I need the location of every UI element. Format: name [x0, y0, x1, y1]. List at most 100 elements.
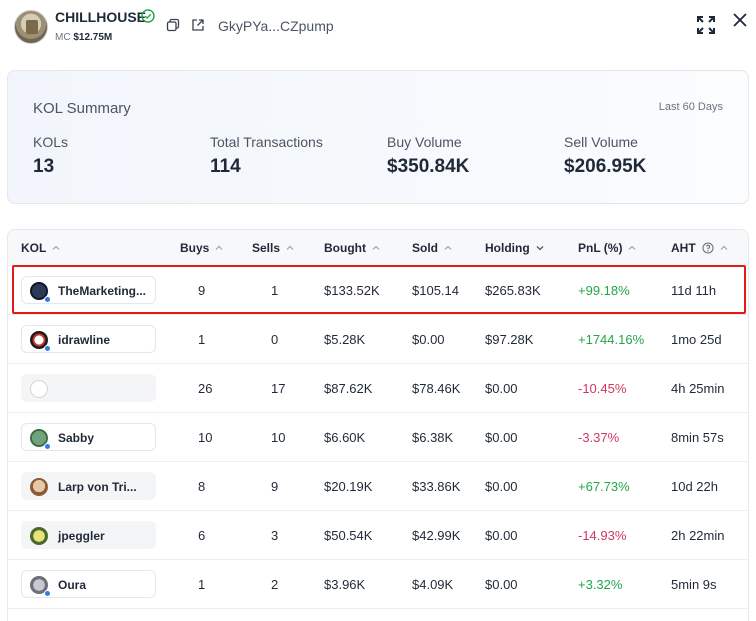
kol-pill[interactable]: Sabby — [21, 423, 156, 451]
stat-label: Sell Volume — [564, 134, 638, 150]
stat-value: 13 — [33, 156, 55, 177]
kol-pill[interactable]: Oura — [21, 570, 156, 598]
kol-pill[interactable]: TheMarketing... — [21, 276, 156, 304]
cell-pnl: -14.93% — [578, 528, 627, 543]
column-label: Sold — [412, 241, 438, 255]
sort-up-icon — [444, 245, 452, 250]
column-label: KOL — [21, 241, 47, 255]
cell-bought: $6.60K — [324, 430, 366, 445]
kol-avatar — [30, 478, 48, 496]
column-label: Buys — [180, 241, 210, 255]
cell-aht: 10d 22h — [671, 479, 718, 494]
kol-summary-card: KOL Summary Last 60 Days KOLs 13 Total T… — [7, 70, 749, 204]
column-sold[interactable]: Sold — [412, 241, 452, 255]
cell-pnl: +67.73% — [578, 479, 630, 494]
cell-pnl: -10.45% — [578, 381, 627, 396]
kol-avatar — [30, 331, 48, 349]
kol-avatar — [30, 429, 48, 447]
cell-sells: 0 — [271, 332, 279, 347]
kol-table: KOL Buys Sells Bought Sold Holding PnL (… — [7, 229, 749, 621]
copy-icon[interactable] — [166, 18, 180, 32]
kol-avatar — [30, 576, 48, 594]
column-label: AHT — [671, 241, 696, 255]
cell-holding: $0.00 — [485, 577, 518, 592]
cell-aht: 2h 22min — [671, 528, 725, 543]
contract-address[interactable]: GkyPYa...CZpump — [218, 18, 334, 34]
cell-aht: 5min 9s — [671, 577, 717, 592]
market-cap: MC $12.75M — [55, 32, 112, 43]
cell-buys: 26 — [198, 381, 213, 396]
info-icon[interactable] — [702, 242, 714, 254]
table-row[interactable]: Oura 1 2 $3.96K $4.09K $0.00 +3.32% 5min 9s — [8, 560, 748, 609]
stat-kols: KOLs 13 — [33, 134, 68, 178]
sort-up-icon — [372, 245, 380, 250]
cell-sold: $78.46K — [412, 381, 461, 396]
cell-buys: 9 — [198, 283, 206, 298]
token-name: CHILLHOUSE — [55, 9, 146, 25]
summary-range: Last 60 Days — [658, 101, 723, 113]
cell-buys: 1 — [198, 577, 206, 592]
cell-buys: 1 — [198, 332, 206, 347]
stat-label: Buy Volume — [387, 134, 462, 150]
cell-bought: $87.62K — [324, 381, 373, 396]
cell-bought: $5.28K — [324, 332, 366, 347]
stat-label: KOLs — [33, 134, 69, 150]
cell-aht: 8min 57s — [671, 430, 724, 445]
kol-pill[interactable]: Larp von Tri... — [21, 472, 156, 500]
cell-holding: $0.00 — [485, 479, 518, 494]
column-buys[interactable]: Buys — [180, 241, 223, 255]
column-kol[interactable]: KOL — [21, 241, 60, 255]
cell-aht: 1mo 25d — [671, 332, 722, 347]
kol-name: Larp von Tri... — [58, 480, 137, 494]
cell-holding: $265.83K — [485, 283, 541, 298]
table-row[interactable]: idrawline 1 0 $5.28K $0.00 $97.28K +1744.16% 1m… — [8, 315, 748, 364]
column-holding[interactable]: Holding — [485, 241, 544, 255]
online-status-dot — [44, 443, 51, 450]
cell-buys: 8 — [198, 479, 206, 494]
cell-sold: $42.99K — [412, 528, 461, 543]
cell-pnl: +99.18% — [578, 283, 630, 298]
close-icon[interactable] — [733, 13, 747, 27]
cell-bought: $133.52K — [324, 283, 380, 298]
sort-up-icon — [215, 245, 223, 250]
kol-name: Sabby — [58, 431, 95, 445]
cell-buys: 10 — [198, 430, 213, 445]
kol-pill[interactable]: jpeggler — [21, 521, 156, 549]
table-row[interactable]: Larp von Tri... 8 9 $20.19K $33.86K $0.00 +67.… — [8, 462, 748, 511]
table-row[interactable]: jpeggler 6 3 $50.54K $42.99K $0.00 -14.93% 2h 2… — [8, 511, 748, 560]
stat-value: $206.95K — [564, 156, 647, 177]
kol-pill[interactable]: idrawline — [21, 325, 156, 353]
column-bought[interactable]: Bought — [324, 241, 380, 255]
summary-title: KOL Summary — [33, 100, 131, 117]
cell-sells: 1 — [271, 283, 279, 298]
expand-icon[interactable] — [697, 16, 715, 34]
cell-holding: $0.00 — [485, 528, 518, 543]
column-sells[interactable]: Sells — [252, 241, 294, 255]
kol-avatar — [30, 527, 48, 545]
sort-up-icon — [286, 245, 294, 250]
column-aht[interactable]: AHT — [671, 241, 728, 255]
cell-sold: $105.14 — [412, 283, 459, 298]
kol-avatar — [30, 282, 48, 300]
sort-down-icon — [536, 246, 544, 251]
mc-label: MC — [55, 32, 71, 43]
column-label: Sells — [252, 241, 281, 255]
sort-up-icon — [720, 245, 728, 250]
kol-pill[interactable] — [21, 374, 156, 402]
cell-sold: $0.00 — [412, 332, 445, 347]
online-status-dot — [44, 590, 51, 597]
cell-holding: $97.28K — [485, 332, 534, 347]
cell-sold: $4.09K — [412, 577, 454, 592]
column-pnl[interactable]: PnL (%) — [578, 241, 636, 255]
table-row[interactable]: Sabby 10 10 $6.60K $6.38K $0.00 -3.37% 8min 57s — [8, 413, 748, 462]
external-link-icon[interactable] — [191, 18, 205, 32]
column-label: PnL (%) — [578, 241, 623, 255]
cell-sold: $6.38K — [412, 430, 454, 445]
stat-value: 114 — [210, 156, 241, 177]
cell-sells: 9 — [271, 479, 279, 494]
stat-label: Total Transactions — [210, 134, 323, 150]
stat-buy-volume: Buy Volume $350.84K — [387, 134, 469, 178]
table-row[interactable]: TheMarketing... 9 1 $133.52K $105.14 $265.83K… — [8, 266, 748, 315]
table-row[interactable]: 26 17 $87.62K $78.46K $0.00 -10.45% 4h 25min — [8, 364, 748, 413]
cell-aht: 4h 25min — [671, 381, 725, 396]
